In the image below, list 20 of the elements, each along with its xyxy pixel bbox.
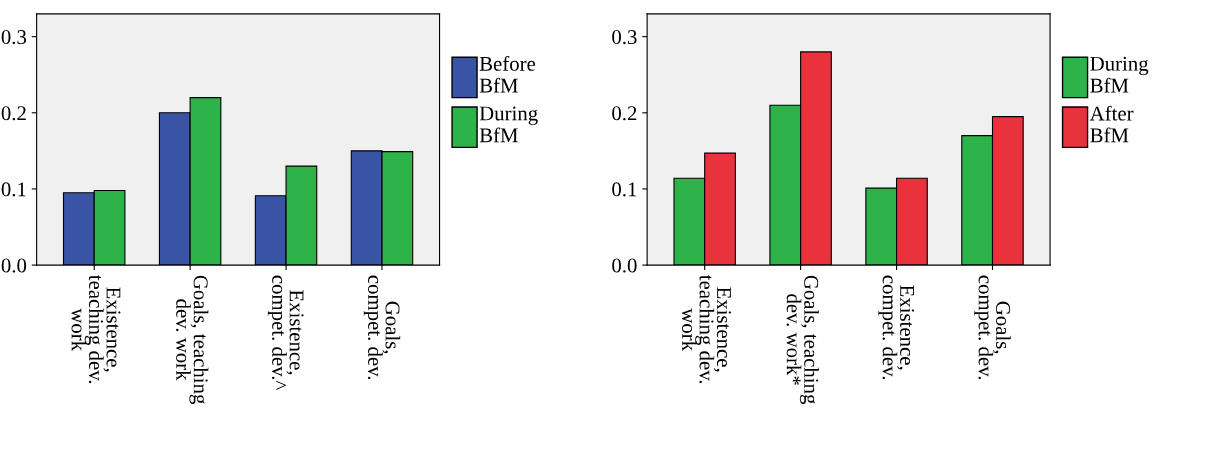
y-tick-label: 0.0	[612, 258, 637, 273]
y-tick-label: 0.3	[1, 30, 27, 45]
legend-label: During BfM	[1090, 56, 1149, 93]
x-tick-label: Existence, compet. dev.^	[267, 275, 304, 390]
y-tick-label: 0.0	[1, 258, 27, 273]
x-tick-label: Existence, teaching dev. work	[682, 275, 731, 384]
y-tick-label: 0.1	[1, 182, 26, 197]
legend-label: Before BfM	[479, 55, 536, 93]
y-tick-label: 0.1	[612, 182, 637, 197]
x-tick-label: Goals, teaching dev. work	[176, 275, 209, 404]
x-tick-label: Existence, compet. dev.	[878, 275, 915, 380]
y-tick-label: 0.2	[1, 106, 26, 121]
x-tick-label: Goals, compet. dev.	[974, 275, 1011, 380]
y-tick-label: 0.3	[612, 30, 637, 45]
y-tick-label: 0.2	[612, 106, 637, 121]
x-tick-label: Goals, teaching dev. work*	[786, 275, 819, 404]
legend-label: After BfM	[1089, 105, 1134, 143]
x-tick-label: Existence, teaching dev. work	[71, 275, 121, 384]
x-tick-label: Goals, compet. dev.	[363, 275, 401, 380]
legend-label: During BfM	[479, 106, 538, 143]
